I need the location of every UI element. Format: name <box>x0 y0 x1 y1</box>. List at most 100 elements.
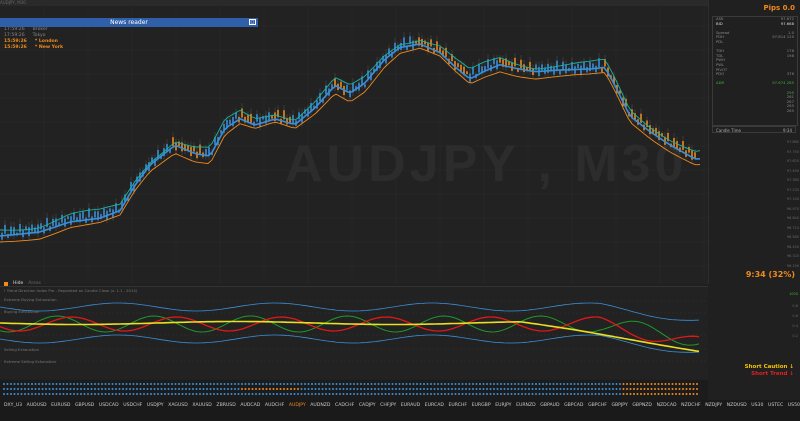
symbol-button[interactable]: NZDJPY <box>705 403 723 408</box>
hide-areas-control[interactable]: Hide Areas <box>4 281 41 286</box>
symbol-button[interactable]: EURCAD <box>424 403 444 408</box>
candle-body <box>652 128 654 133</box>
signal-dot <box>608 393 611 395</box>
symbol-button[interactable]: GBPJPY <box>611 403 628 408</box>
symbol-button[interactable]: AUDUSD <box>26 403 47 408</box>
signal-dot <box>48 388 51 390</box>
osc-level: 0.4 <box>792 324 798 328</box>
candle-body <box>151 157 153 163</box>
signal-dot <box>293 393 296 395</box>
signal-dot <box>24 388 26 390</box>
candle-body <box>472 66 474 75</box>
oscillator-canvas[interactable] <box>0 287 708 379</box>
symbol-button[interactable]: GBPNZD <box>632 403 652 408</box>
symbol-button[interactable]: GBPAUD <box>540 403 560 408</box>
ema-mid-line <box>0 43 701 237</box>
signal-dot <box>489 383 492 385</box>
signal-dot <box>636 388 639 390</box>
symbol-button[interactable]: AUDCAD <box>240 403 261 408</box>
symbol-button[interactable]: EURJPY <box>495 403 512 408</box>
candle-body <box>334 77 336 88</box>
signal-dot <box>475 393 478 395</box>
news-row[interactable]: 17:59:26 Tokyo <box>0 33 258 39</box>
signal-dot <box>160 393 163 395</box>
info-row: PWH <box>713 58 797 63</box>
candle-body <box>388 48 390 55</box>
signal-dot <box>27 388 30 390</box>
signal-dot <box>83 393 86 395</box>
symbol-button[interactable]: GBPCAD <box>564 403 584 408</box>
signal-dot <box>381 383 383 385</box>
signal-dot <box>363 383 366 385</box>
symbol-button[interactable]: NZDUSD <box>726 403 747 408</box>
symbol-button[interactable]: GBPUSD <box>75 403 95 408</box>
minimize-icon[interactable]: □ <box>249 19 256 25</box>
signal-dot <box>367 393 369 395</box>
symbol-button[interactable]: US500 <box>787 403 800 408</box>
trend-direction-oscillator[interactable]: ! Trend Direction Index Pro - Repainted … <box>0 286 708 379</box>
candle-body <box>517 68 519 72</box>
info-value: 376 <box>786 71 794 77</box>
candle-body <box>88 208 90 218</box>
signal-dot <box>542 388 544 390</box>
signal-dot <box>13 388 16 390</box>
symbol-button[interactable]: USDCHF <box>123 403 143 408</box>
price-chart[interactable]: AUDJPY , M30 News reader □ 17:59:26 Broke… <box>0 6 708 286</box>
signal-dot <box>262 383 264 385</box>
symbol-button[interactable]: USDJPY <box>146 403 164 408</box>
signal-dot <box>664 388 667 390</box>
symbol-button[interactable]: US30 <box>751 403 764 408</box>
symbol-button[interactable]: XAUUSD <box>192 403 212 408</box>
symbol-button[interactable]: AUDJPY <box>288 403 306 408</box>
symbol-button[interactable]: GBPCHF <box>588 403 607 408</box>
symbol-button[interactable]: NZDCAD <box>656 403 677 408</box>
signal-dot <box>412 393 415 395</box>
signal-dot <box>577 388 579 390</box>
candle-body <box>124 194 126 203</box>
candle-body <box>169 149 171 153</box>
symbol-button[interactable]: EURNZD <box>516 403 536 408</box>
symbol-button[interactable]: NZDCHF <box>681 403 701 408</box>
symbol-button[interactable]: CADJPY <box>358 403 376 408</box>
signal-dot <box>27 393 30 395</box>
signal-dot <box>353 393 355 395</box>
upper-band-line <box>0 302 700 321</box>
signal-dot <box>87 388 89 390</box>
symbol-button[interactable]: EURUSD <box>51 403 71 408</box>
signal-dot <box>55 388 58 390</box>
symbol-button[interactable]: XAGUSD <box>168 403 188 408</box>
news-row[interactable]: 17:59:26 Broker <box>0 27 258 33</box>
signal-dot <box>10 383 12 385</box>
symbol-button[interactable]: EURGBP <box>471 403 491 408</box>
symbol-button[interactable]: USTEC <box>768 403 784 408</box>
news-row[interactable]: 15:59:26 * London <box>0 39 258 45</box>
symbol-button[interactable]: AUDNZD <box>310 403 331 408</box>
hide-toggle-icon[interactable] <box>4 281 8 286</box>
signal-dot <box>90 388 93 390</box>
symbol-button[interactable]: CHFJPY <box>380 403 397 408</box>
price-chart-canvas[interactable] <box>0 6 708 284</box>
signal-dot <box>486 393 488 395</box>
signal-dot <box>174 388 177 390</box>
signal-dot <box>10 388 12 390</box>
signal-dot <box>507 388 509 390</box>
symbol-button[interactable]: EURAUD <box>400 403 421 408</box>
symbol-button[interactable]: ZBRUSD <box>216 403 236 408</box>
signal-dot <box>675 383 677 385</box>
signal-dot <box>615 388 618 390</box>
signal-dot <box>682 393 684 395</box>
short-caution-label: Short Caution ↓ <box>744 364 794 370</box>
signal-dot <box>342 393 345 395</box>
signal-dot <box>328 388 331 390</box>
symbol-button[interactable]: AUDCHF <box>264 403 285 408</box>
symbol-button[interactable]: CADCHF <box>335 403 355 408</box>
signal-dot <box>349 383 352 385</box>
signal-dot <box>689 383 691 385</box>
symbol-button[interactable]: EURCHF <box>448 403 468 408</box>
symbol-button[interactable]: DXY_U3 <box>4 403 23 408</box>
symbol-button[interactable]: USDCAD <box>98 403 119 408</box>
news-reader-header[interactable]: News reader □ <box>0 18 258 27</box>
signal-dot <box>300 393 303 395</box>
signal-dot <box>346 393 348 395</box>
news-row[interactable]: 15:59:26 * New York <box>0 45 258 51</box>
